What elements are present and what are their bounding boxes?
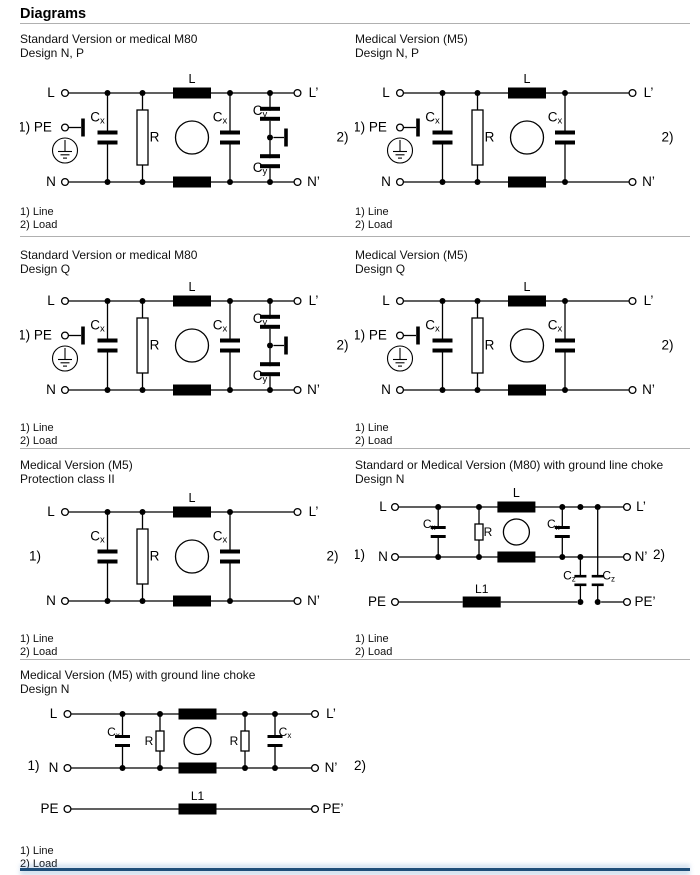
svg-text:L: L <box>189 72 196 86</box>
svg-text:Cx: Cx <box>425 318 440 335</box>
svg-text:N’: N’ <box>325 760 338 775</box>
svg-text:Cx: Cx <box>107 725 120 740</box>
svg-text:Cx: Cx <box>423 517 436 532</box>
svg-text:R: R <box>484 525 493 539</box>
svg-text:L’: L’ <box>644 85 654 100</box>
svg-text:N: N <box>46 382 56 397</box>
svg-text:L: L <box>47 504 55 519</box>
svg-text:Cy: Cy <box>253 368 268 385</box>
svg-text:L: L <box>47 85 55 100</box>
svg-text:Cy: Cy <box>253 311 268 328</box>
svg-text:L’: L’ <box>309 293 319 308</box>
svg-text:Cx: Cx <box>213 318 228 335</box>
svg-text:1) PE: 1) PE <box>20 119 52 134</box>
svg-text:2): 2) <box>354 758 366 773</box>
svg-text:R: R <box>150 129 160 144</box>
svg-text:Cx: Cx <box>213 109 228 126</box>
svg-text:L: L <box>524 280 531 294</box>
svg-text:R: R <box>485 338 495 353</box>
svg-text:PE’: PE’ <box>322 801 343 816</box>
svg-text:Cx: Cx <box>90 318 105 335</box>
svg-text:N: N <box>381 382 391 397</box>
svg-text:N: N <box>49 760 59 775</box>
svg-text:1): 1) <box>29 549 41 564</box>
svg-text:N’: N’ <box>307 382 320 397</box>
svg-text:Cx: Cx <box>548 109 563 126</box>
svg-text:L: L <box>47 293 55 308</box>
svg-text:L: L <box>382 85 390 100</box>
svg-text:Cx: Cx <box>425 109 440 126</box>
svg-text:1): 1) <box>355 547 365 562</box>
svg-text:L: L <box>382 293 390 308</box>
svg-text:1) PE: 1) PE <box>355 119 387 134</box>
svg-text:N: N <box>46 174 56 189</box>
svg-text:N’: N’ <box>642 382 655 397</box>
svg-text:Cy: Cy <box>253 103 268 120</box>
svg-text:Cx: Cx <box>547 517 560 532</box>
svg-text:L1: L1 <box>191 789 205 803</box>
svg-text:L’: L’ <box>326 706 336 721</box>
svg-text:L1: L1 <box>475 582 489 596</box>
svg-text:N’: N’ <box>642 174 655 189</box>
svg-text:N: N <box>381 174 391 189</box>
svg-text:L: L <box>189 491 196 505</box>
svg-text:N’: N’ <box>635 549 648 564</box>
svg-text:Cz: Cz <box>602 569 615 584</box>
svg-text:L: L <box>194 705 201 707</box>
svg-text:2): 2) <box>653 547 665 562</box>
svg-text:2): 2) <box>326 549 338 564</box>
svg-text:2): 2) <box>336 338 348 353</box>
svg-text:L’: L’ <box>309 504 319 519</box>
svg-text:L: L <box>524 72 531 86</box>
svg-text:Cx: Cx <box>90 109 105 126</box>
svg-text:PE: PE <box>368 594 386 609</box>
svg-text:R: R <box>150 549 160 564</box>
svg-text:L: L <box>513 487 520 500</box>
svg-text:N’: N’ <box>307 593 320 608</box>
svg-text:PE’: PE’ <box>634 594 655 609</box>
svg-text:L: L <box>379 499 387 514</box>
svg-text:N: N <box>46 593 56 608</box>
svg-text:L: L <box>189 280 196 294</box>
svg-text:Cx: Cx <box>548 318 563 335</box>
svg-text:1) PE: 1) PE <box>20 328 52 343</box>
svg-text:N: N <box>378 549 388 564</box>
svg-text:L: L <box>50 706 58 721</box>
svg-text:N’: N’ <box>307 174 320 189</box>
svg-text:R: R <box>145 734 154 748</box>
svg-text:Cx: Cx <box>90 529 105 546</box>
svg-text:2): 2) <box>661 129 673 144</box>
svg-text:1): 1) <box>27 758 39 773</box>
svg-text:Cx: Cx <box>279 725 292 740</box>
svg-text:2): 2) <box>661 338 673 353</box>
svg-text:2): 2) <box>336 129 348 144</box>
svg-text:1) PE: 1) PE <box>355 328 387 343</box>
svg-text:R: R <box>230 734 239 748</box>
svg-text:PE: PE <box>40 801 58 816</box>
svg-text:R: R <box>485 129 495 144</box>
svg-text:Cz: Cz <box>563 569 576 584</box>
svg-text:Cy: Cy <box>253 160 268 177</box>
svg-text:R: R <box>150 338 160 353</box>
svg-text:L’: L’ <box>644 293 654 308</box>
svg-text:L’: L’ <box>636 499 646 514</box>
svg-text:Cx: Cx <box>213 529 228 546</box>
svg-text:L’: L’ <box>309 85 319 100</box>
